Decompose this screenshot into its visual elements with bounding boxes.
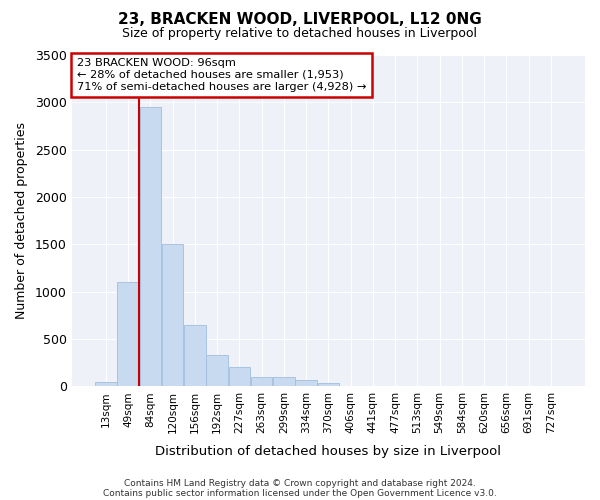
X-axis label: Distribution of detached houses by size in Liverpool: Distribution of detached houses by size … <box>155 444 502 458</box>
Bar <box>295 380 317 386</box>
Bar <box>317 383 339 386</box>
Bar <box>117 282 139 387</box>
Bar <box>140 107 161 386</box>
Text: Contains public sector information licensed under the Open Government Licence v3: Contains public sector information licen… <box>103 488 497 498</box>
Y-axis label: Number of detached properties: Number of detached properties <box>15 122 28 319</box>
Text: 23, BRACKEN WOOD, LIVERPOOL, L12 0NG: 23, BRACKEN WOOD, LIVERPOOL, L12 0NG <box>118 12 482 28</box>
Text: Size of property relative to detached houses in Liverpool: Size of property relative to detached ho… <box>122 28 478 40</box>
Bar <box>206 355 228 386</box>
Text: Contains HM Land Registry data © Crown copyright and database right 2024.: Contains HM Land Registry data © Crown c… <box>124 478 476 488</box>
Text: 23 BRACKEN WOOD: 96sqm
← 28% of detached houses are smaller (1,953)
71% of semi-: 23 BRACKEN WOOD: 96sqm ← 28% of detached… <box>77 58 366 92</box>
Bar <box>184 325 206 386</box>
Bar <box>273 377 295 386</box>
Bar <box>95 382 116 386</box>
Bar <box>251 377 272 386</box>
Bar <box>162 244 184 386</box>
Bar <box>229 368 250 386</box>
